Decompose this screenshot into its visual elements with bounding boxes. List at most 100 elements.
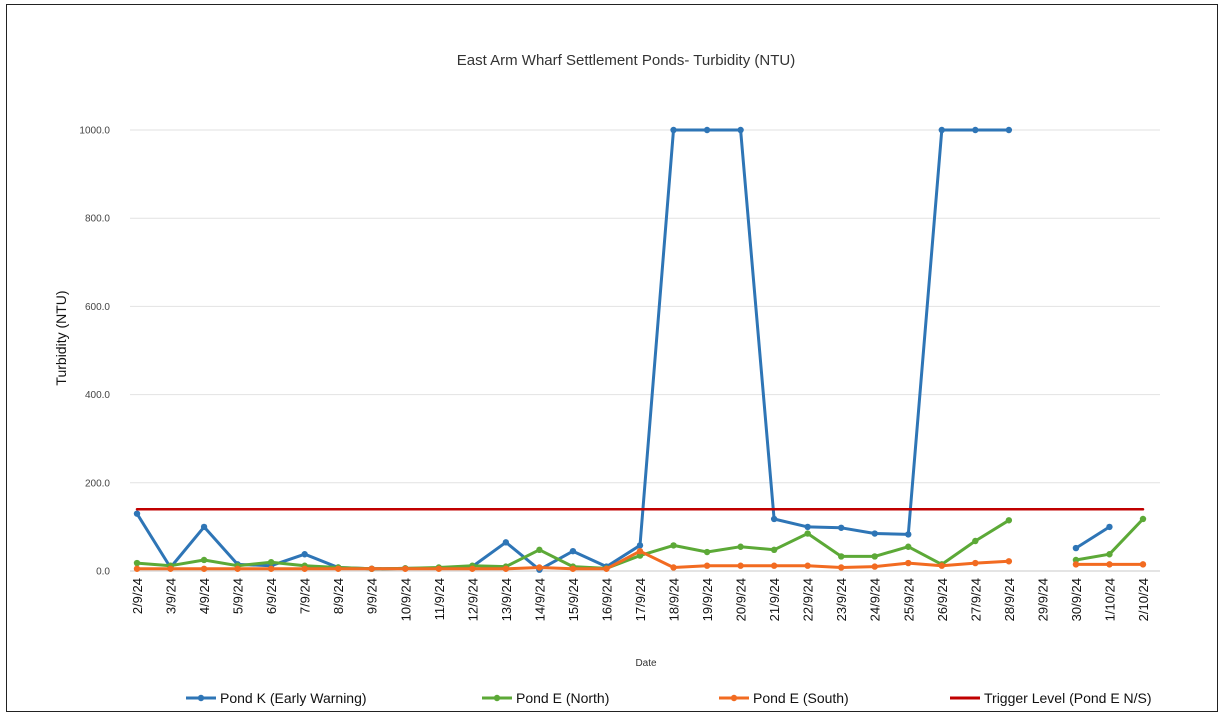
data-point bbox=[569, 547, 577, 555]
data-point bbox=[905, 559, 912, 567]
data-point bbox=[636, 547, 644, 555]
series-line bbox=[1074, 525, 1111, 550]
x-tick-label: 17/9/24 bbox=[633, 578, 648, 621]
data-point bbox=[737, 562, 744, 569]
x-tick-label: 2/10/24 bbox=[1136, 578, 1151, 621]
y-tick-label: 0.0 bbox=[96, 567, 110, 578]
data-point bbox=[335, 565, 342, 572]
data-point bbox=[133, 510, 141, 517]
y-axis-ticks: 0.0 200.0 400.0 600.0 800.0 1000.0 bbox=[79, 126, 110, 578]
data-point bbox=[636, 542, 644, 549]
data-point bbox=[670, 564, 677, 571]
y-tick-label: 400.0 bbox=[85, 390, 110, 401]
data-point bbox=[200, 556, 208, 564]
x-tick-label: 30/9/24 bbox=[1069, 578, 1084, 621]
y-tick-label: 200.0 bbox=[85, 478, 110, 489]
x-tick-label: 22/9/24 bbox=[801, 578, 816, 621]
x-tick-label: 3/9/24 bbox=[164, 578, 179, 614]
legend-entry: Pond E (South) bbox=[753, 690, 849, 706]
data-point bbox=[938, 562, 945, 569]
data-point bbox=[603, 565, 610, 572]
x-tick-label: 25/9/24 bbox=[901, 578, 916, 621]
x-tick-label: 19/9/24 bbox=[700, 578, 715, 621]
data-point bbox=[133, 565, 141, 572]
chart-frame bbox=[6, 4, 1218, 712]
x-tick-label: 7/9/24 bbox=[298, 578, 313, 614]
legend-marker bbox=[730, 694, 738, 702]
data-point bbox=[133, 559, 141, 567]
legend-marker bbox=[197, 694, 205, 702]
x-tick-label: 23/9/24 bbox=[834, 578, 849, 621]
data-point bbox=[871, 563, 878, 570]
data-point bbox=[670, 126, 677, 134]
data-point bbox=[167, 565, 174, 572]
x-tick-label: 24/9/24 bbox=[868, 578, 883, 621]
data-point bbox=[838, 524, 845, 531]
x-axis-label: Date bbox=[635, 658, 657, 669]
data-point bbox=[1005, 126, 1013, 134]
data-point bbox=[1005, 558, 1013, 565]
y-tick-label: 1000.0 bbox=[79, 126, 110, 137]
data-point bbox=[402, 565, 409, 572]
data-point bbox=[1072, 544, 1080, 552]
x-tick-label: 29/9/24 bbox=[1035, 578, 1050, 621]
data-point bbox=[804, 530, 811, 537]
data-point bbox=[871, 530, 878, 537]
x-tick-label: 2/9/24 bbox=[130, 578, 145, 614]
x-tick-label: 4/9/24 bbox=[197, 578, 212, 614]
gridlines bbox=[130, 129, 1160, 572]
x-tick-label: 12/9/24 bbox=[465, 578, 480, 621]
data-point bbox=[1072, 561, 1080, 568]
data-point bbox=[670, 542, 677, 549]
x-tick-label: 9/9/24 bbox=[365, 578, 380, 614]
series-2 bbox=[133, 547, 1147, 572]
chart-title: East Arm Wharf Settlement Ponds- Turbidi… bbox=[457, 52, 795, 69]
data-point bbox=[703, 126, 711, 134]
data-point bbox=[737, 543, 744, 550]
data-point bbox=[502, 539, 510, 546]
data-point bbox=[770, 546, 778, 554]
data-point bbox=[972, 537, 979, 545]
y-tick-label: 800.0 bbox=[85, 214, 110, 225]
data-point bbox=[502, 565, 510, 572]
data-point bbox=[737, 126, 744, 134]
data-point bbox=[972, 126, 979, 134]
series-line bbox=[135, 518, 1011, 571]
legend: Pond K (Early Warning) Pond E (North) Pond… bbox=[186, 690, 1152, 706]
data-point bbox=[938, 126, 945, 134]
data-point bbox=[804, 523, 811, 531]
x-tick-label: 26/9/24 bbox=[935, 578, 950, 621]
x-tick-label: 1/10/24 bbox=[1102, 578, 1117, 621]
legend-entry: Pond K (Early Warning) bbox=[220, 690, 367, 706]
legend-entry: Trigger Level (Pond E N/S) bbox=[984, 690, 1152, 706]
data-point bbox=[703, 548, 711, 556]
data-point bbox=[267, 558, 275, 566]
data-point bbox=[569, 565, 577, 572]
data-point bbox=[1139, 515, 1147, 523]
data-point bbox=[804, 562, 811, 569]
x-tick-label: 14/9/24 bbox=[532, 578, 547, 621]
x-tick-label: 27/9/24 bbox=[968, 578, 983, 621]
series-0 bbox=[133, 126, 1113, 573]
data-point bbox=[1106, 523, 1113, 531]
data-point bbox=[267, 565, 275, 572]
data-point bbox=[301, 551, 308, 558]
series-line bbox=[135, 128, 1011, 572]
x-tick-label: 20/9/24 bbox=[734, 578, 749, 621]
x-tick-label: 16/9/24 bbox=[599, 578, 614, 621]
y-axis-label: Turbidity (NTU) bbox=[53, 290, 69, 385]
x-axis-ticks: 2/9/24 3/9/24 4/9/24 5/9/24 6/9/24 7/9/24 8/9/… bbox=[130, 578, 1151, 621]
data-point bbox=[536, 546, 543, 554]
data-point bbox=[905, 543, 912, 550]
data-point bbox=[1072, 556, 1080, 564]
x-tick-label: 10/9/24 bbox=[398, 578, 413, 621]
x-tick-label: 18/9/24 bbox=[667, 578, 682, 621]
data-point bbox=[972, 559, 979, 567]
data-point bbox=[838, 564, 845, 571]
x-tick-label: 8/9/24 bbox=[331, 578, 346, 614]
data-point bbox=[871, 553, 878, 560]
x-tick-label: 28/9/24 bbox=[1002, 578, 1017, 621]
data-point bbox=[1005, 517, 1013, 524]
data-point bbox=[301, 565, 308, 572]
